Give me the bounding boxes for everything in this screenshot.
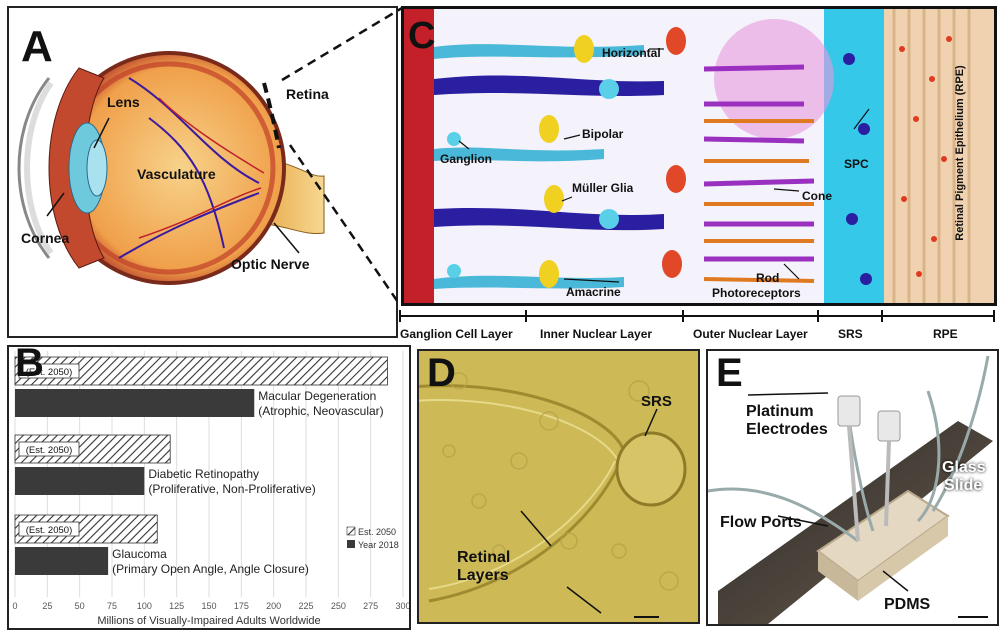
category-sublabel: (Primary Open Angle, Angle Closure) (112, 562, 309, 576)
glass-label: Glass (942, 459, 986, 476)
rod-label: Rod (756, 271, 780, 285)
bar-label-box (18, 521, 80, 537)
retinal-label: Retinal (457, 549, 511, 566)
photoreceptors-label: Photoreceptors (712, 286, 801, 300)
eye-illustration (17, 51, 325, 285)
panel-b-letter: B (15, 341, 44, 385)
bar-label: (Est. 2050) (26, 445, 72, 456)
bar-label-box (18, 441, 80, 457)
bar-est-2050 (14, 434, 171, 464)
panel-c: C Horizontal Ganglion Bipolar Müller Gli… (401, 6, 997, 306)
platinum-label: Platinum (746, 403, 814, 420)
bar-year-2018 (15, 389, 255, 417)
device-photo (708, 355, 993, 624)
x-tick-label: 225 (298, 601, 313, 611)
layer-rpe: RPE (933, 327, 958, 341)
bar-label-box (18, 363, 80, 379)
bipolar-label: Bipolar (582, 127, 624, 141)
x-axis-label: Millions of Visually-Impaired Adults Wor… (97, 615, 320, 627)
electrodes-label: Electrodes (746, 421, 828, 438)
microscope-image (419, 351, 698, 622)
bar-year-2018 (15, 467, 145, 495)
layer-inner-nuclear: Inner Nuclear Layer (540, 327, 653, 341)
bar-label: (Est. 2050) (26, 367, 72, 378)
panel-a-letter: A (21, 22, 53, 71)
category-label: Glaucoma (112, 547, 167, 561)
x-tick-label: 100 (137, 601, 152, 611)
lens-label: Lens (107, 94, 140, 110)
x-tick-label: 0 (12, 601, 17, 611)
x-tick-label: 25 (42, 601, 52, 611)
legend-swatch-est (346, 526, 356, 536)
category-label: Macular Degeneration (258, 389, 376, 403)
spc-label: SPC (844, 157, 869, 171)
layer-outer-nuclear: Outer Nuclear Layer (693, 327, 808, 341)
x-tick-label: 75 (107, 601, 117, 611)
category-sublabel: (Atrophic, Neovascular) (258, 404, 383, 418)
layer-srs: SRS (838, 327, 863, 341)
panel-e: E Platinum Electrodes Glass Slide Flow P… (706, 349, 999, 626)
ganglion-label: Ganglion (440, 152, 492, 166)
category-label: Diabetic Retinopathy (148, 467, 259, 481)
panel-e-letter: E (716, 351, 743, 395)
horizontal-label: Horizontal (602, 46, 661, 60)
x-tick-label: 300 (395, 601, 409, 611)
x-tick-label: 200 (266, 601, 281, 611)
legend-swatch-2018 (347, 540, 355, 548)
x-tick-label: 50 (75, 601, 85, 611)
retina-illustration (404, 9, 994, 303)
legend-label-2018: Year 2018 (358, 540, 399, 550)
layer-ganglion-cell: Ganglion Cell Layer (400, 327, 513, 341)
amacrine-label: Amacrine (566, 285, 621, 299)
panel-d-letter: D (427, 351, 456, 395)
pdms-label: PDMS (884, 596, 931, 613)
slide-label: Slide (944, 477, 983, 494)
x-tick-label: 125 (169, 601, 184, 611)
optic-nerve-label: Optic Nerve (231, 256, 310, 272)
panel-d: D SRS Retinal Layers (417, 349, 700, 624)
chart-svg: (Est. 2050) (Est. 2050) (Est. 2050) 0 25 50 7… (12, 351, 409, 627)
category-sublabel: (Proliferative, Non-Proliferative) (148, 482, 315, 496)
x-tick-label: 150 (201, 601, 216, 611)
bar-label: (Est. 2050) (26, 525, 72, 536)
panel-c-letter: C (408, 15, 436, 57)
rpe-vertical-label: Retinal Pigment Epithelium (RPE) (954, 65, 966, 241)
cone-label: Cone (802, 189, 832, 203)
x-tick-label: 175 (234, 601, 249, 611)
cornea-label: Cornea (21, 230, 70, 246)
panel-a: A Lens Retina Vasculature Cornea Optic N… (7, 6, 398, 338)
muller-glia-label: Müller Glia (572, 181, 634, 195)
retina-label: Retina (286, 86, 329, 102)
x-tick-label: 250 (331, 601, 346, 611)
bar-year-2018 (15, 547, 109, 575)
layer-scale (399, 310, 995, 322)
x-tick-label: 275 (363, 601, 378, 611)
srs-label: SRS (641, 393, 672, 410)
vasculature-label: Vasculature (137, 166, 216, 182)
flow-ports-label: Flow Ports (720, 514, 802, 531)
layers-label: Layers (457, 567, 509, 584)
legend-label-est: Est. 2050 (358, 527, 396, 537)
panel-b: (Est. 2050) (Est. 2050) (Est. 2050) 0 25 50 7… (7, 341, 411, 630)
